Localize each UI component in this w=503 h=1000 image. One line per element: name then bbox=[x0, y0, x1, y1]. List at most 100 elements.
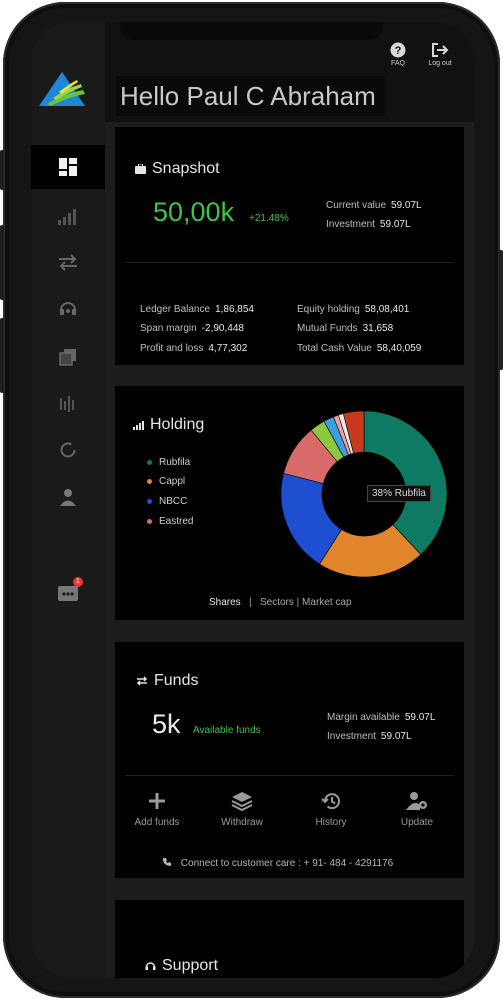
nav-item-profile[interactable] bbox=[31, 475, 105, 519]
nav-item-signal[interactable] bbox=[31, 194, 105, 238]
logout-button[interactable]: Log out bbox=[422, 42, 458, 67]
investment-label: Investment bbox=[326, 219, 375, 230]
funds-value: 5k bbox=[152, 709, 181, 739]
phone-side-button bbox=[499, 250, 503, 370]
total-cash-label: Total Cash Value bbox=[297, 343, 372, 354]
tab-shares[interactable]: Shares bbox=[209, 597, 241, 608]
nav-item-dashboard[interactable] bbox=[31, 145, 105, 189]
update-button[interactable]: Update bbox=[382, 791, 452, 828]
transfer-arrows-icon bbox=[136, 676, 148, 686]
notification-badge: 1 bbox=[73, 577, 83, 587]
funds-investment-value: 59.07L bbox=[380, 731, 412, 742]
greeting-title: Hello Paul C Abraham bbox=[116, 76, 386, 116]
layers-icon bbox=[231, 792, 253, 811]
snapshot-card: Snapshot 50,00k +21.48% Current value 59.… bbox=[115, 127, 464, 365]
snapshot-divider bbox=[125, 262, 454, 263]
margin-available-value: 59.07L bbox=[404, 712, 436, 723]
legend-label: Rubfila bbox=[159, 457, 191, 468]
nav-item-messages[interactable]: 1 bbox=[31, 571, 105, 615]
ledger-balance-row: Ledger Balance 1,86,854 bbox=[140, 304, 254, 315]
holding-tabs: Shares | Sectors | Market cap bbox=[209, 597, 352, 608]
signal-bars-icon bbox=[133, 420, 144, 430]
nav-item-progress[interactable] bbox=[31, 428, 105, 472]
nav-item-copy[interactable] bbox=[31, 335, 105, 379]
waveform-icon bbox=[60, 396, 74, 412]
legend-dot bbox=[147, 519, 152, 524]
customer-care-row[interactable]: Connect to customer care : + 91- 484 - 4… bbox=[162, 857, 393, 869]
add-funds-button[interactable]: Add funds bbox=[122, 791, 192, 828]
holding-header: Holding bbox=[133, 416, 204, 434]
investment-row: Investment 59.07L bbox=[326, 219, 411, 230]
legend-item: Rubfila bbox=[147, 457, 190, 468]
faq-label: FAQ bbox=[390, 60, 405, 67]
signal-bars-icon bbox=[58, 209, 76, 225]
copy-icon bbox=[59, 349, 76, 366]
headset-icon bbox=[145, 961, 156, 970]
support-header: Support bbox=[145, 957, 218, 975]
app-screen: 1 ? FAQ Log out Hello Paul C Abraham Sna… bbox=[31, 22, 474, 978]
phone-notch bbox=[120, 22, 383, 40]
legend-item: NBCC bbox=[147, 496, 187, 507]
snapshot-title: Snapshot bbox=[152, 160, 220, 177]
faq-button[interactable]: ? FAQ bbox=[383, 42, 413, 67]
phone-icon bbox=[163, 858, 171, 866]
briefcase-icon bbox=[135, 164, 146, 174]
legend-item: Eastred bbox=[147, 516, 193, 527]
mutual-funds-label: Mutual Funds bbox=[297, 323, 358, 334]
phone-side-button bbox=[0, 150, 4, 190]
donut-slice-other-5[interactable] bbox=[342, 410, 365, 454]
span-margin-row: Span margin -2,90,448 bbox=[140, 323, 244, 334]
available-funds-label: Available funds bbox=[193, 725, 261, 736]
mutual-funds-row: Mutual Funds 31,658 bbox=[297, 323, 393, 334]
logout-icon bbox=[432, 43, 449, 57]
holding-card: Holding Rubfila Cappl NBCC Eastred 38% R… bbox=[115, 386, 464, 620]
app-logo bbox=[39, 72, 85, 106]
profit-loss-label: Profit and loss bbox=[140, 343, 204, 354]
holding-donut-chart[interactable] bbox=[279, 409, 449, 579]
main-content: Snapshot 50,00k +21.48% Current value 59.… bbox=[105, 122, 474, 978]
current-value-label: Current value bbox=[326, 200, 387, 211]
ledger-balance-label: Ledger Balance bbox=[140, 304, 211, 315]
funds-investment-row: Investment 59.07L bbox=[327, 731, 412, 742]
span-margin-label: Span margin bbox=[140, 323, 197, 334]
total-cash-row: Total Cash Value 58,40,059 bbox=[297, 343, 421, 354]
support-title: Support bbox=[162, 957, 219, 974]
equity-holding-label: Equity holding bbox=[297, 304, 360, 315]
history-label: History bbox=[315, 817, 347, 828]
help-icon: ? bbox=[390, 42, 406, 58]
snapshot-change: +21.48% bbox=[249, 213, 289, 224]
nav-item-support[interactable] bbox=[31, 287, 105, 331]
snapshot-header: Snapshot bbox=[135, 160, 220, 178]
history-button[interactable]: History bbox=[296, 791, 366, 828]
nav-item-transfer[interactable] bbox=[31, 240, 105, 284]
investment-value: 59.07L bbox=[379, 219, 411, 230]
svg-text:?: ? bbox=[395, 45, 402, 57]
tab-market-cap[interactable]: Market cap bbox=[302, 597, 352, 608]
circle-progress-icon bbox=[60, 442, 76, 458]
mutual-funds-value: 31,658 bbox=[362, 323, 394, 334]
legend-label: Cappl bbox=[159, 476, 186, 487]
ledger-balance-value: 1,86,854 bbox=[215, 304, 254, 315]
legend-item: Cappl bbox=[147, 476, 185, 487]
profit-loss-row: Profit and loss 4,77,302 bbox=[140, 343, 247, 354]
phone-side-button bbox=[0, 318, 4, 393]
current-value-row: Current value 59.07L bbox=[326, 200, 422, 211]
margin-available-row: Margin available 59.07L bbox=[327, 712, 435, 723]
update-label: Update bbox=[400, 817, 434, 828]
tab-sectors[interactable]: Sectors bbox=[259, 597, 294, 608]
user-icon bbox=[60, 489, 76, 506]
funds-card: Funds 5k Available funds Margin availabl… bbox=[115, 642, 464, 878]
nav-item-analytics[interactable] bbox=[31, 382, 105, 426]
margin-available-label: Margin available bbox=[327, 712, 400, 723]
legend-label: Eastred bbox=[159, 516, 194, 527]
funds-divider bbox=[125, 775, 454, 776]
donut-slice-rubfila[interactable] bbox=[363, 410, 448, 555]
tab-separator: | bbox=[296, 597, 303, 608]
history-icon bbox=[321, 793, 340, 810]
equity-holding-value: 58,08,401 bbox=[364, 304, 410, 315]
withdraw-button[interactable]: Withdraw bbox=[207, 791, 277, 828]
funds-investment-label: Investment bbox=[327, 731, 376, 742]
legend-label: NBCC bbox=[159, 496, 188, 507]
sidebar: 1 bbox=[31, 22, 105, 978]
transfer-arrows-icon bbox=[59, 254, 77, 271]
